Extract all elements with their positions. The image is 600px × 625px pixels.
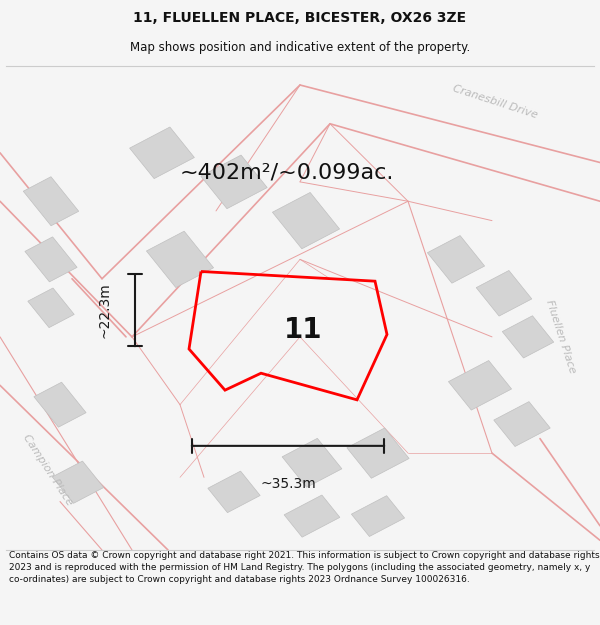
Polygon shape [146,231,214,288]
Text: Map shows position and indicative extent of the property.: Map shows position and indicative extent… [130,41,470,54]
Polygon shape [502,316,554,358]
Polygon shape [208,471,260,512]
Text: Campion Place: Campion Place [21,432,75,508]
Text: 11: 11 [284,316,322,344]
Polygon shape [427,236,485,283]
Polygon shape [23,177,79,226]
Text: 11, FLUELLEN PLACE, BICESTER, OX26 3ZE: 11, FLUELLEN PLACE, BICESTER, OX26 3ZE [133,11,467,26]
Polygon shape [34,382,86,427]
Polygon shape [352,496,404,536]
Polygon shape [52,461,104,503]
Polygon shape [201,155,267,209]
Text: Cranesbill Drive: Cranesbill Drive [451,84,539,121]
Text: ~22.3m: ~22.3m [97,282,111,338]
Polygon shape [448,361,512,410]
Text: Contains OS data © Crown copyright and database right 2021. This information is : Contains OS data © Crown copyright and d… [9,551,599,584]
Text: ~35.3m: ~35.3m [260,478,316,491]
Polygon shape [284,495,340,537]
Polygon shape [272,192,340,249]
Polygon shape [28,288,74,328]
Polygon shape [25,237,77,282]
Polygon shape [282,438,342,488]
Text: Fluellen Place: Fluellen Place [544,299,578,375]
Polygon shape [130,127,194,179]
Polygon shape [494,402,550,446]
Polygon shape [476,271,532,316]
Text: ~402m²/~0.099ac.: ~402m²/~0.099ac. [180,162,394,182]
Polygon shape [347,428,409,478]
